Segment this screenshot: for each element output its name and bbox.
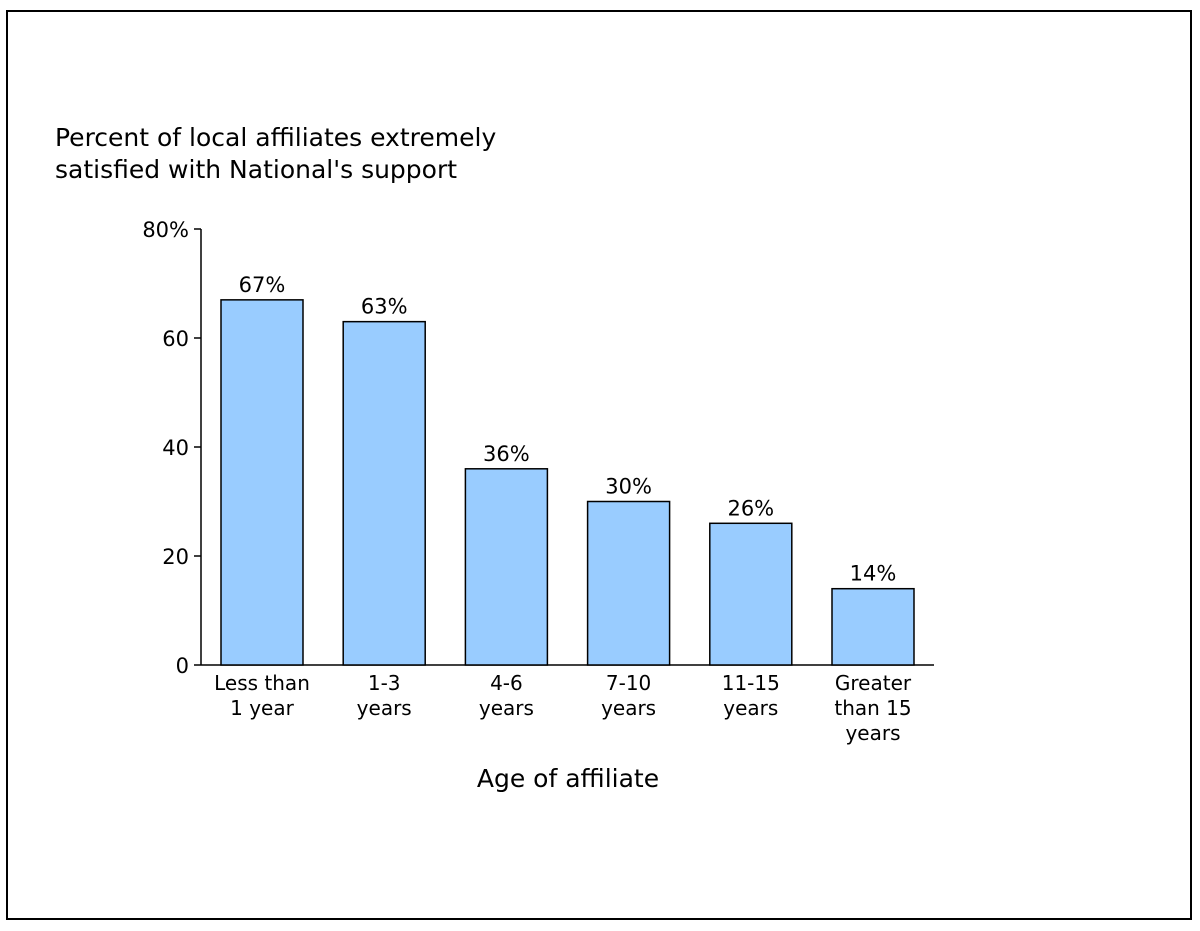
x-tick-label: 1-3: [368, 671, 401, 695]
x-tick-label: 11-15: [722, 671, 780, 695]
data-label: 26%: [727, 496, 774, 520]
y-tick-label: 60: [162, 327, 189, 351]
x-tick-label: 7-10: [606, 671, 651, 695]
data-label: 36%: [483, 442, 530, 466]
data-label: 63%: [361, 295, 408, 319]
bar: [586, 500, 671, 666]
bars-group: [220, 299, 915, 666]
x-tick-label: years: [357, 696, 412, 720]
bar: [709, 522, 793, 666]
y-tick-label: 40: [162, 436, 189, 460]
data-label: 30%: [605, 475, 652, 499]
x-tick-label: years: [723, 696, 778, 720]
bar: [831, 587, 915, 666]
x-axis-title: Age of affiliate: [477, 764, 659, 793]
x-tick-label: 1 year: [230, 696, 294, 720]
chart-frame: [6, 10, 1192, 920]
x-tick-label: years: [601, 696, 656, 720]
bar: [342, 320, 426, 666]
axes-group: 0 20 40 60 80%: [142, 218, 934, 678]
chart-title: Percent of local affiliates extremely sa…: [55, 123, 497, 184]
data-label: 67%: [239, 273, 286, 297]
y-tick-label: 80%: [142, 218, 189, 242]
x-tick-label: 4-6: [490, 671, 523, 695]
x-tick-label: years: [479, 696, 534, 720]
y-tick-label: 20: [162, 545, 189, 569]
x-tick-label: than 15: [834, 696, 911, 720]
bar: [220, 299, 304, 666]
x-tick-label: Less than: [214, 671, 310, 695]
x-tick-label: years: [845, 721, 900, 745]
data-label: 14%: [850, 562, 897, 586]
x-tick-label: Greater: [835, 671, 912, 695]
y-tick-label: 0: [176, 654, 189, 678]
bar: [464, 468, 549, 666]
